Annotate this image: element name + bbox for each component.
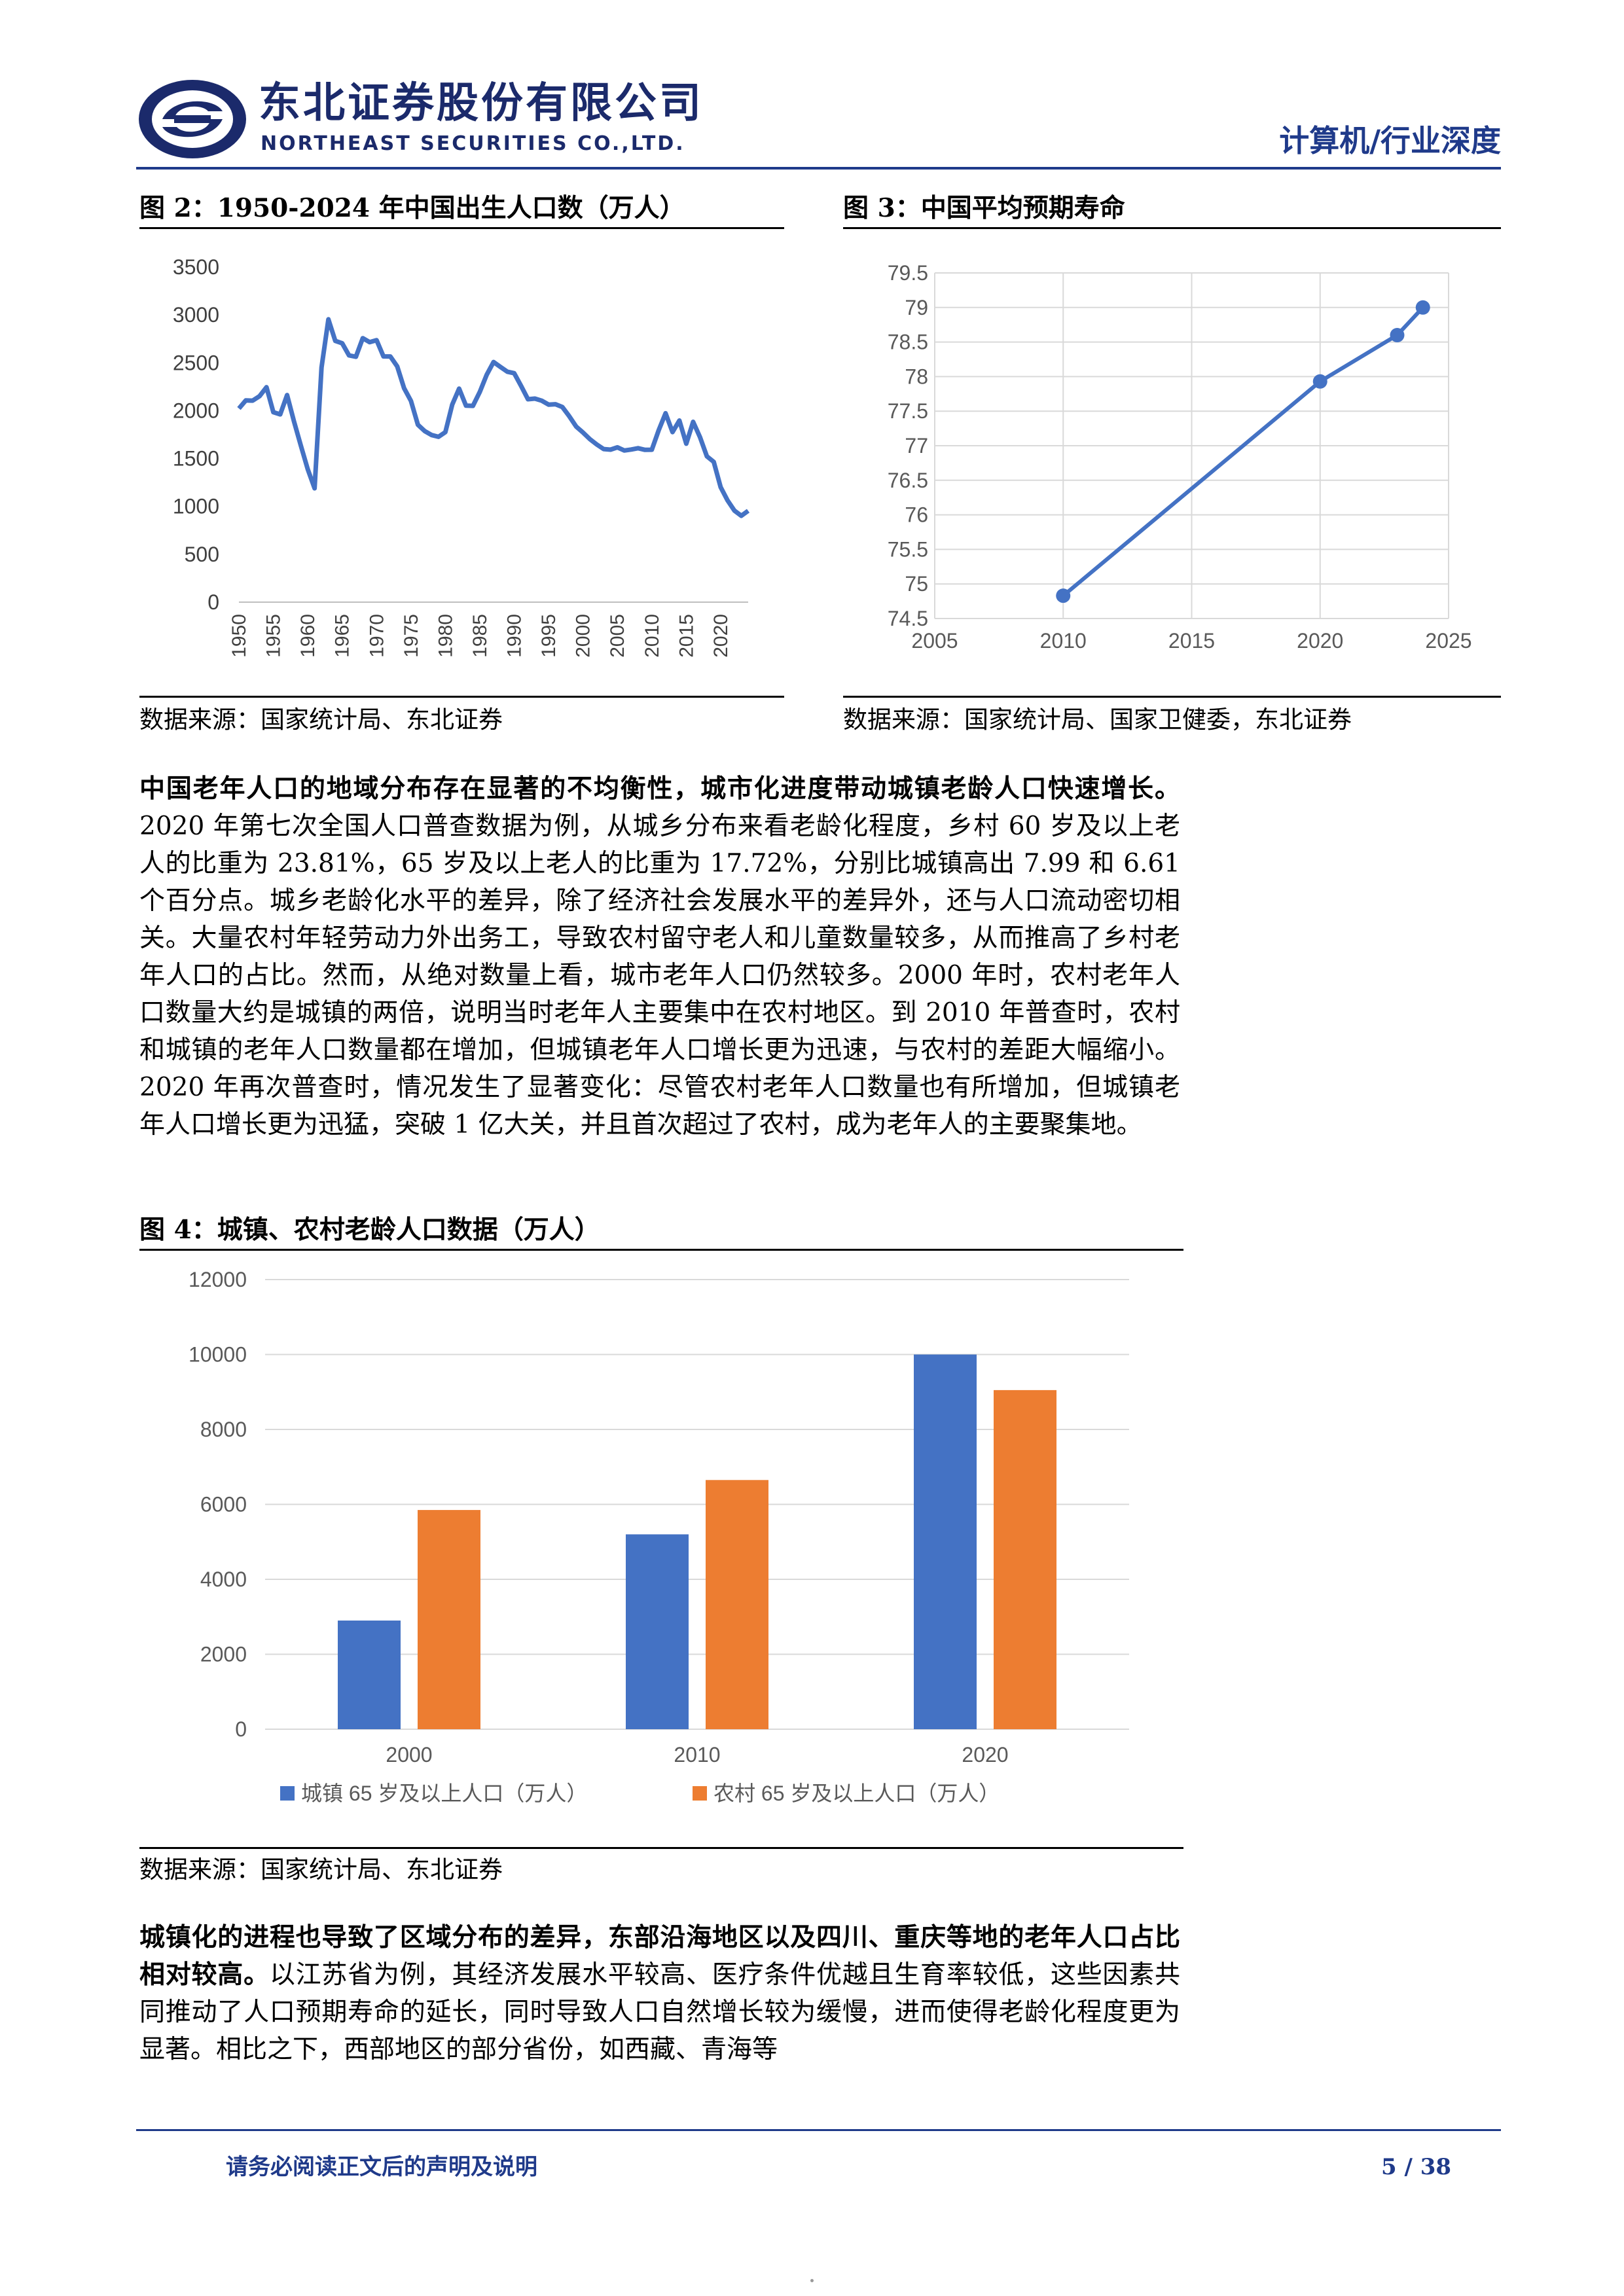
y-tick-label: 79.5 (888, 261, 928, 285)
fig4-title: 图 4：城镇、农村老龄人口数据（万人） (139, 1215, 600, 1245)
life-expectancy-point (1415, 300, 1430, 315)
rural-bar (994, 1390, 1056, 1729)
y-tick-label: 78 (905, 365, 928, 388)
urban-bar (914, 1354, 977, 1729)
x-tick-label: 2000 (386, 1743, 432, 1767)
y-tick-label: 76.5 (888, 469, 928, 492)
fig4-top-rule (139, 1249, 1183, 1251)
header-divider (136, 167, 1501, 170)
life-expectancy-point (1312, 374, 1327, 389)
x-tick-label: 2010 (1040, 629, 1087, 653)
x-tick-label: 1995 (538, 614, 560, 658)
paragraph2-body: 以江苏省为例，其经济发展水平较高、医疗条件优越且生育率较低，这些因素共同推动了人… (139, 1960, 1180, 2064)
fig3-source: 数据来源：国家统计局、国家卫健委，东北证券 (843, 706, 1352, 734)
x-tick-label: 2020 (962, 1743, 1008, 1767)
y-tick-label: 74.5 (888, 607, 928, 630)
legend-label-urban: 城镇 65 岁及以上人口（万人） (301, 1782, 587, 1805)
paragraph-urban-rural: 中国老年人口的地域分布存在显著的不均衡性，城市化进度带动城镇老龄人口快速增长。 2… (139, 770, 1180, 1143)
fig3-bottom-rule (843, 696, 1501, 698)
y-tick-label: 0 (208, 590, 219, 614)
x-tick-label: 2025 (1425, 629, 1471, 653)
birth-series-line (237, 317, 750, 518)
y-tick-label: 76 (905, 503, 928, 527)
report-category: 计算机/行业深度 (1279, 123, 1501, 158)
footer-disclaimer: 请务必阅读正文后的声明及说明 (226, 2154, 537, 2180)
x-tick-label: 2010 (674, 1743, 720, 1767)
fig2-title: 图 2：1950-2024 年中国出生人口数（万人） (139, 193, 685, 223)
brand-name-en: NORTHEAST SECURITIES CO.,LTD. (261, 132, 685, 155)
y-tick-label: 75.5 (888, 537, 928, 561)
x-tick-label: 1985 (469, 614, 491, 658)
fig2-top-rule (139, 227, 784, 229)
paragraph1-lead: 中国老年人口的地域分布存在显著的不均衡性，城市化进度带动城镇老龄人口快速增长。 (139, 774, 1180, 804)
y-tick-label: 4000 (200, 1568, 247, 1591)
rural-bar (706, 1480, 768, 1729)
x-tick-label: 1960 (297, 614, 319, 658)
footer-divider (136, 2129, 1501, 2131)
x-tick-label: 1950 (228, 614, 250, 658)
fig2-bottom-rule (139, 696, 784, 698)
brand-name-cn: 东北证券股份有限公司 (259, 79, 704, 128)
y-tick-label: 75 (905, 572, 928, 596)
x-tick-label: 1970 (366, 614, 388, 658)
paragraph2-lead: 城镇化的进程也导致了区域分布的差异，东部沿海地区以及四川、重庆等地的老年人口占比… (139, 1922, 1180, 1990)
rural-bar (418, 1510, 480, 1729)
x-tick-label: 1975 (401, 614, 422, 658)
y-tick-label: 3500 (173, 255, 219, 279)
y-tick-label: 10000 (189, 1343, 247, 1367)
page-dot (810, 2279, 814, 2282)
y-tick-label: 0 (235, 1717, 247, 1741)
fig2-birth-chart: 0 500 1000 1500 2000 2500 3000 3500 1950 1955 1960… (173, 255, 750, 658)
y-tick-label: 8000 (200, 1418, 247, 1441)
life-expectancy-point (1390, 328, 1405, 343)
x-tick-label: 1965 (332, 614, 353, 658)
y-tick-label: 2500 (173, 351, 219, 374)
y-tick-label: 1000 (173, 495, 219, 518)
x-tick-label: 2020 (710, 614, 732, 658)
life-expectancy-line (1062, 306, 1424, 598)
fig4-elderly-bar-chart: 0 2000 4000 6000 8000 10000 12000 2000 2010 2020 城… (189, 1268, 1129, 1805)
y-tick-label: 12000 (189, 1268, 247, 1291)
legend-label-rural: 农村 65 岁及以上人口（万人） (713, 1782, 1000, 1805)
page-number: 5 / 38 (1381, 2154, 1452, 2180)
x-tick-label: 2010 (641, 614, 663, 658)
y-tick-label: 77 (905, 434, 928, 457)
urban-bar (338, 1620, 401, 1729)
x-tick-label: 2020 (1297, 629, 1343, 653)
fig3-top-rule (843, 227, 1501, 229)
y-tick-label: 79 (905, 296, 928, 319)
y-tick-label: 2000 (173, 399, 219, 422)
x-tick-label: 2005 (911, 629, 958, 653)
x-tick-label: 2015 (1168, 629, 1215, 653)
life-expectancy-point (1056, 588, 1071, 603)
fig4-bottom-rule (139, 1847, 1183, 1849)
y-tick-label: 2000 (200, 1643, 247, 1666)
paragraph1-body: 2020 年第七次全国人口普查数据为例，从城乡分布来看老龄化程度，乡村 60 岁… (139, 812, 1180, 1139)
x-tick-label: 1980 (435, 614, 456, 658)
fig2-source: 数据来源：国家统计局、东北证券 (139, 706, 503, 734)
fig3-life-expectancy-chart: 74.5 75 75.5 76 76.5 77 77.5 78 78.5 79 79.5 2005 20… (888, 261, 1472, 653)
x-tick-label: 2005 (607, 614, 628, 658)
x-tick-label: 2000 (573, 614, 594, 658)
x-tick-label: 1990 (504, 614, 526, 658)
y-tick-label: 6000 (200, 1493, 247, 1516)
y-tick-label: 1500 (173, 447, 219, 471)
y-tick-label: 500 (185, 543, 219, 566)
company-logo (139, 80, 246, 158)
y-tick-label: 78.5 (888, 331, 928, 354)
legend-swatch-rural (693, 1786, 707, 1801)
urban-bar (626, 1534, 689, 1729)
y-tick-label: 3000 (173, 303, 219, 327)
paragraph-regional: 城镇化的进程也导致了区域分布的差异，东部沿海地区以及四川、重庆等地的老年人口占比… (139, 1919, 1180, 2068)
x-tick-label: 1955 (263, 614, 285, 658)
fig4-source: 数据来源：国家统计局、东北证券 (139, 1856, 503, 1884)
fig3-title: 图 3：中国平均预期寿命 (843, 193, 1125, 223)
y-tick-label: 77.5 (888, 399, 928, 423)
legend-swatch-urban (280, 1786, 295, 1801)
x-tick-label: 2015 (676, 614, 697, 658)
